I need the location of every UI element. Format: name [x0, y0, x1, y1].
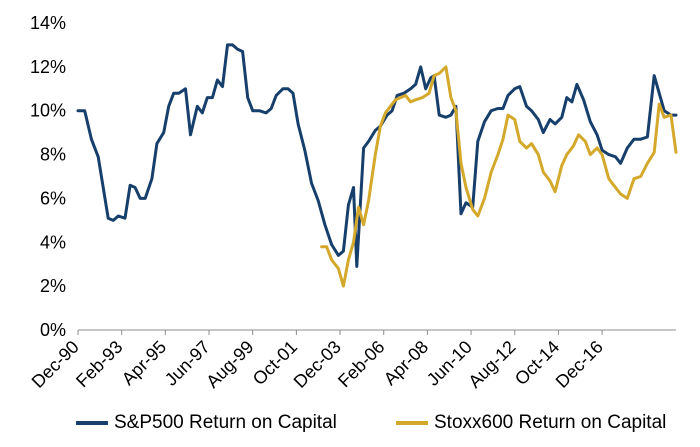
x-tick-label: Aug-99 — [202, 337, 257, 392]
y-tick-label: 4% — [40, 232, 66, 252]
x-tick-label: Feb-06 — [334, 337, 388, 391]
y-tick-label: 10% — [30, 101, 66, 121]
legend-swatch-sp500 — [76, 421, 108, 425]
y-tick-label: 14% — [30, 13, 66, 33]
x-tick-label: Dec-90 — [28, 337, 83, 392]
y-axis-ticks: 0% 2% 4% 6% 8% 10% 12% 14% — [30, 13, 66, 340]
series-line-sp500 — [76, 43, 678, 268]
x-tick-label: Dec-03 — [290, 337, 345, 392]
y-tick-label: 0% — [40, 320, 66, 340]
legend-label-sp500: S&P500 Return on Capital — [114, 412, 337, 433]
x-tick-label: Aug-12 — [464, 337, 519, 392]
line-chart: 0% 2% 4% 6% 8% 10% 12% 14% Dec-90Feb-93Apr-95Ju… — [28, 13, 678, 392]
legend-label-stoxx600: Stoxx600 Return on Capital — [434, 412, 667, 433]
x-tick-label: Dec-16 — [552, 337, 607, 392]
legend-stoxx600: Stoxx600 Return on Capital — [396, 408, 666, 438]
legend-sp500: S&P500 Return on Capital — [76, 408, 337, 438]
y-tick-label: 12% — [30, 57, 66, 77]
series-lines — [76, 43, 678, 288]
x-tick-label: Apr-08 — [380, 337, 432, 389]
y-tick-label: 2% — [40, 276, 66, 296]
x-tick-label: Apr-95 — [118, 337, 170, 389]
x-axis-ticks: Dec-90Feb-93Apr-95Jun-97Aug-99Oct-01Dec-… — [28, 337, 607, 392]
y-tick-label: 8% — [40, 145, 66, 165]
x-axis-tick-marks — [77, 330, 603, 335]
x-tick-label: Feb-93 — [72, 337, 126, 391]
series-line-stoxx600 — [320, 65, 678, 288]
y-tick-label: 6% — [40, 188, 66, 208]
legend-swatch-stoxx600 — [396, 421, 428, 425]
